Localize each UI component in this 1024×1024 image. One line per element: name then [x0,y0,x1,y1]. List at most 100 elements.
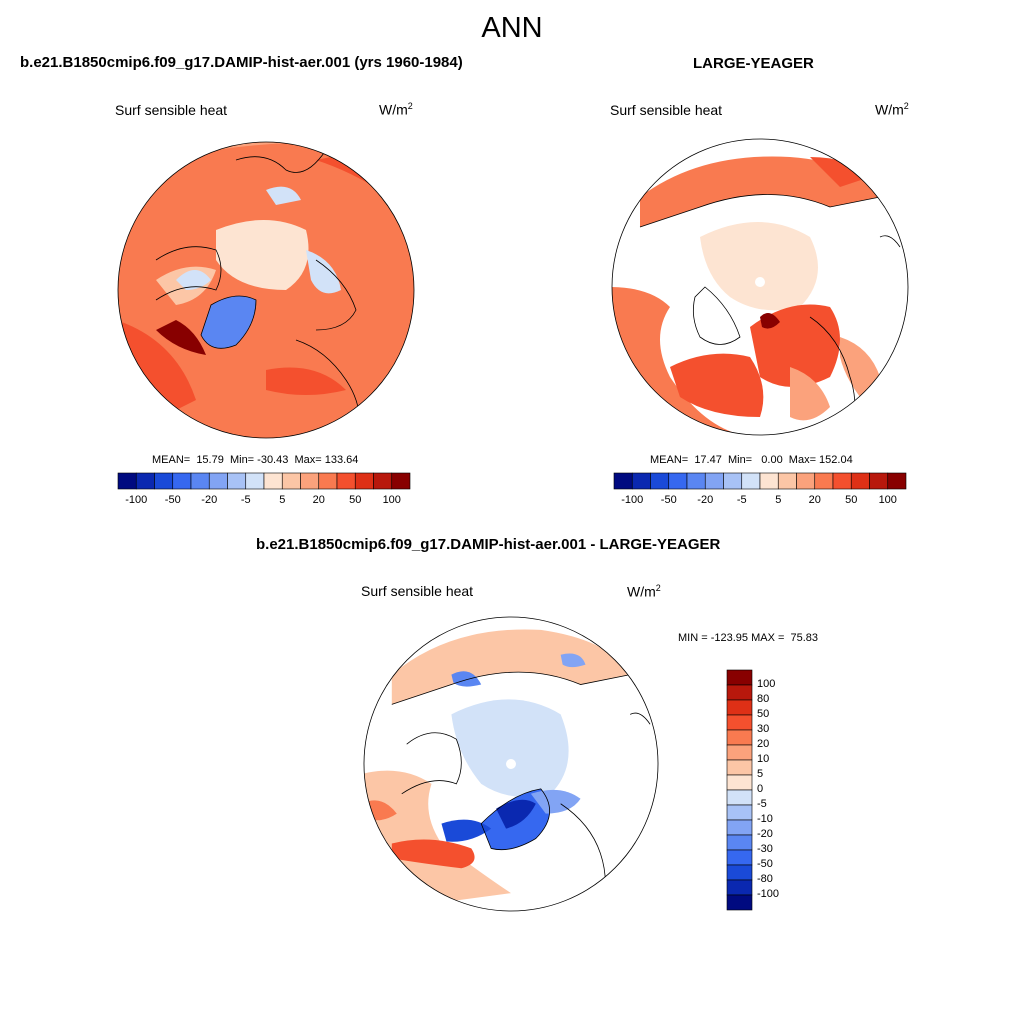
panel2-colorbar-box-0 [613,472,633,490]
panel2-colorbar-box-2 [650,472,670,490]
panel2-colorbar-tick-label: -50 [660,494,677,506]
panel2-colorbar-box-7 [741,472,761,490]
panel1-polar-map [117,141,415,439]
panel3-colorbar-box-3 [726,714,753,731]
panel3-colorbar-box-8 [726,789,753,806]
panel1-colorbar-box-8 [263,472,283,490]
panel3-colorbar [726,669,753,911]
panel2-colorbar-box-4 [686,472,706,490]
panel3-colorbar-box-1 [726,684,753,701]
panel1-colorbar-tick-label: -50 [164,494,181,506]
panel3-colorbar-tick-label: -80 [757,873,773,885]
panel3-colorbar-tick-label: -100 [757,888,780,900]
panel3-colorbar-box-4 [726,729,753,746]
panel3-colorbar-box-5 [726,744,753,761]
panel1-colorbar-tick-label: 20 [312,494,325,506]
panel1-colorbar-box-14 [373,472,393,490]
panel1-colorbar-tick-label: 50 [349,494,362,506]
panel3-colorbar-tick-label: -20 [757,828,773,840]
panel2-colorbar-tick-label: -5 [736,494,747,506]
panel3-colorbar-tick-label: 80 [757,693,770,705]
panel2-colorbar-box-14 [869,472,889,490]
panel3-colorbar-box-9 [726,804,753,821]
panel1-stats: MEAN= 15.79 Min= -30.43 Max= 133.64 [152,454,359,466]
panel2-colorbar-box-13 [850,472,870,490]
panel3-colorbar-tick-label: -50 [757,858,773,870]
panel3-colorbar-tick-label: 100 [757,678,776,690]
panel2-colorbar-tick-label: -20 [697,494,714,506]
panel2-colorbar-tick-label: 50 [845,494,858,506]
panel1-colorbar-box-4 [190,472,210,490]
panel2-colorbar-box-9 [777,472,797,490]
panel2-colorbar-tick-label: 100 [878,494,897,506]
panel1-colorbar-box-0 [117,472,137,490]
panel3-colorbar-box-2 [726,699,753,716]
panel2-polar-map [611,138,909,436]
panel2-colorbar-box-1 [631,472,651,490]
panel3-colorbar-tick-label: 0 [757,783,764,795]
panel3-colorbar-tick-label: 50 [757,708,770,720]
panel3-colorbar-box-13 [726,864,753,881]
panel1-colorbar-box-9 [281,472,301,490]
panel2-colorbar-box-8 [759,472,779,490]
panel2-colorbar-tick-label: 5 [775,494,782,506]
panel1-colorbar-box-10 [300,472,320,490]
panel2-colorbar-ticks: -100 -50 -20 -5 5 20 50 100 [614,494,906,508]
panel2-colorbar-tick-label: 20 [808,494,821,506]
panel2-colorbar-box-10 [796,472,816,490]
panel1-colorbar-ticks: -100 -50 -20 -5 5 20 50 100 [118,494,410,508]
panel1-units-label: W/m2 [379,101,413,118]
panel3-colorbar-ticks: 100 80 50 30 20 10 5 0 -5 -10 -20 -30 -50 -80 -100 [757,670,797,910]
panel3-units-label: W/m2 [627,583,661,600]
panel2-colorbar-box-12 [832,472,852,490]
panel3-colorbar-box-6 [726,759,753,776]
panel1-colorbar [117,472,411,490]
panel2-stats: MEAN= 17.47 Min= 0.00 Max= 152.04 [650,454,853,466]
panel2-colorbar-box-5 [704,472,724,490]
panel1-colorbar-box-13 [354,472,374,490]
panel1-variable-label: Surf sensible heat [115,102,228,118]
panel1-colorbar-tick-label: 100 [382,494,401,506]
panel3-colorbar-tick-label: -10 [757,813,773,825]
panel2-units-label: W/m2 [875,101,909,118]
panel2-title: LARGE-YEAGER [693,55,814,72]
panel2-colorbar-box-15 [887,472,907,490]
panel2-variable-label: Surf sensible heat [610,102,723,118]
panel3-polar-map [363,616,659,912]
panel1-colorbar-box-7 [245,472,265,490]
panel2-colorbar-box-11 [814,472,834,490]
panel3-colorbar-tick-label: -30 [757,843,773,855]
figure-title: ANN [481,12,543,44]
panel1-colorbar-box-1 [135,472,155,490]
panel3-colorbar-tick-label: 20 [757,738,770,750]
panel2-colorbar-box-6 [723,472,743,490]
panel3-colorbar-box-14 [726,879,753,896]
panel2-colorbar-tick-label: -100 [621,494,644,506]
panel1-colorbar-box-5 [208,472,228,490]
panel1-colorbar-tick-label: -5 [240,494,251,506]
panel3-colorbar-box-0 [726,669,753,686]
panel3-colorbar-box-12 [726,849,753,866]
panel1-title: b.e21.B1850cmip6.f09_g17.DAMIP-hist-aer.… [20,54,463,71]
panel1-colorbar-box-12 [336,472,356,490]
panel3-colorbar-tick-label: -5 [757,798,767,810]
panel1-colorbar-box-11 [318,472,338,490]
panel3-title: b.e21.B1850cmip6.f09_g17.DAMIP-hist-aer.… [256,536,721,553]
panel2-colorbar [613,472,907,490]
panel3-colorbar-box-15 [726,894,753,911]
panel1-colorbar-tick-label: -100 [125,494,148,506]
panel2-colorbar-box-3 [668,472,688,490]
panel3-colorbar-tick-label: 10 [757,753,770,765]
panel3-colorbar-box-7 [726,774,753,791]
panel1-colorbar-box-15 [391,472,411,490]
panel3-stats: MIN = -123.95 MAX = 75.83 [678,632,819,644]
panel1-colorbar-box-2 [154,472,174,490]
panel3-variable-label: Surf sensible heat [361,583,474,599]
panel3-colorbar-tick-label: 30 [757,723,770,735]
panel3-colorbar-box-10 [726,819,753,836]
panel3-colorbar-tick-label: 5 [757,768,764,780]
panel3-colorbar-box-11 [726,834,753,851]
panel1-colorbar-box-6 [227,472,247,490]
panel1-colorbar-tick-label: 5 [279,494,286,506]
panel1-colorbar-tick-label: -20 [201,494,218,506]
